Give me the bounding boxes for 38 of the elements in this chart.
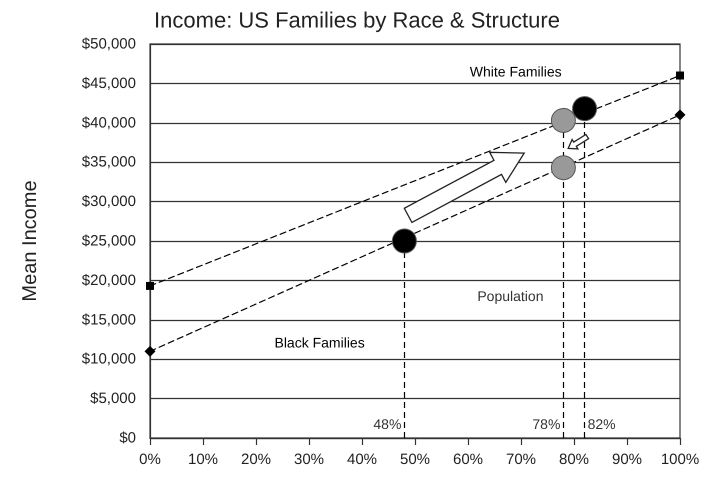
y-axis-title: Mean Income [19,180,41,302]
chart-title: Income: US Families by Race & Structure [154,8,560,32]
annotation: Population [477,288,544,304]
x-tick-label: 20% [240,451,272,468]
y-tick-label: $0 [119,430,136,446]
text: White Families [470,64,562,80]
y-tick-label: $40,000 [82,114,136,132]
y-tick-label: $15,000 [82,311,136,328]
x-tick-label: 40% [346,451,378,468]
y-tick-label: $30,000 [82,193,136,210]
point [674,109,686,120]
y-tick-label: $35,000 [82,154,136,171]
ref-line-label: 48% [373,416,402,432]
point [144,346,156,357]
y-tick-label: $45,000 [82,74,136,92]
point [676,72,684,80]
ref-line-label: 78% [532,416,560,432]
x-tick-label: 60% [452,451,484,468]
x-tick-label: 70% [506,451,536,468]
point [392,228,417,254]
x-tick-label: 0% [139,451,161,468]
y-tick-label: $25,000 [82,232,136,250]
x-tick-label: 10% [188,451,218,468]
ref-line-label: 82% [588,416,616,432]
x-tick-label: 50% [400,451,430,468]
text: Black Families [274,334,365,350]
x-tick-label: 90% [612,451,642,468]
y-tick-label: $5,000 [90,390,136,408]
y-tick-label: $20,000 [82,272,136,289]
x-tick-label: 30% [294,451,324,468]
y-tick-label: $50,000 [82,36,136,52]
point [146,282,154,290]
point [572,96,598,122]
y-tick-label: $10,000 [82,350,136,368]
x-tick-label: 80% [558,451,590,468]
x-tick-label: 100% [660,451,700,468]
point [550,155,576,180]
point [550,108,576,133]
